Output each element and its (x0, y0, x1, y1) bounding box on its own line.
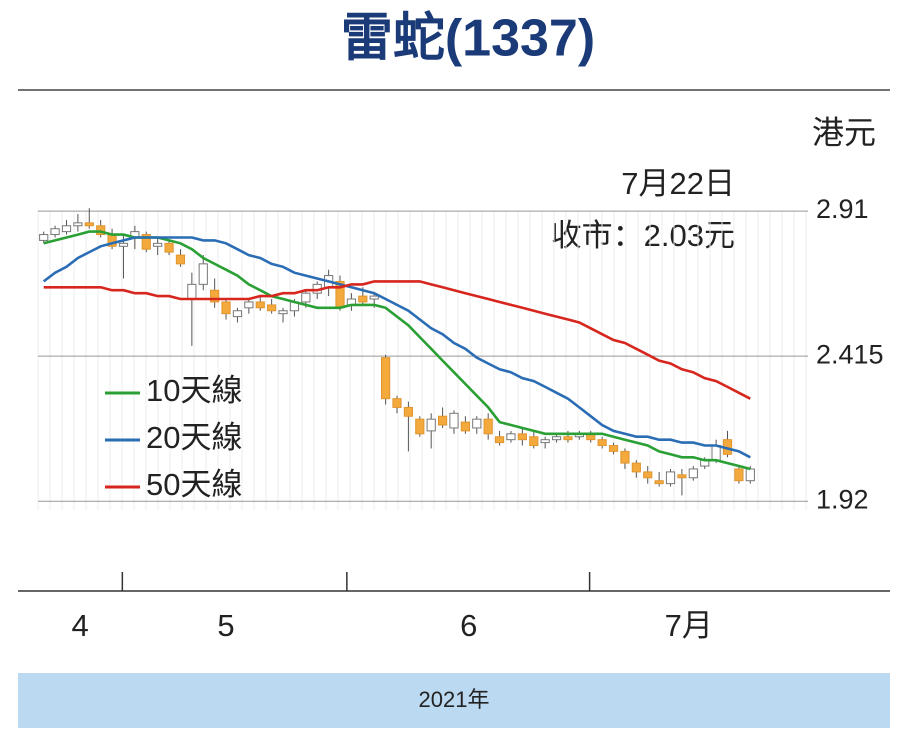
candle-body (175, 254, 186, 265)
candle-body (597, 439, 607, 447)
candle-body (301, 292, 311, 303)
candle-body (506, 433, 516, 441)
candle-body (688, 468, 698, 479)
candle-body (255, 301, 265, 309)
candle-body (221, 301, 231, 315)
candle-body (643, 471, 653, 479)
candle-body (529, 436, 539, 447)
candle-body (540, 439, 550, 444)
candle-body (631, 462, 641, 473)
legend-label: 50天線 (146, 467, 242, 502)
candle-body (734, 468, 744, 482)
x-tick-label: 6 (460, 608, 477, 643)
candle-body (711, 445, 721, 461)
legend-label: 20天線 (146, 420, 242, 455)
candle-body (50, 228, 60, 236)
annotation: 收市：2.03元 (551, 218, 735, 253)
candle-body (437, 415, 448, 426)
candle-body (494, 436, 505, 444)
ma-line (42, 236, 751, 459)
candle-body (118, 242, 129, 247)
candle-body (96, 225, 106, 236)
candle-body (460, 421, 470, 432)
candle-body (278, 310, 288, 315)
candle-body (608, 445, 619, 452)
candle-body (141, 234, 151, 250)
candle-body (563, 436, 573, 441)
candle-body (61, 225, 72, 233)
candle-body (620, 450, 630, 464)
x-tick-label: 7月 (665, 608, 713, 643)
candle-body (369, 295, 379, 300)
candle-body (73, 222, 83, 227)
ma-line (43, 280, 751, 400)
candle-body (654, 480, 664, 485)
candle-body (164, 242, 174, 253)
candle-body (198, 263, 208, 285)
candle-body (403, 406, 413, 417)
x-tick-label: 5 (217, 608, 234, 643)
candle-body (472, 418, 482, 429)
y-tick-label: 1.92 (816, 484, 869, 514)
x-tick-label: 4 (72, 608, 89, 643)
x-label: 2021年 (419, 687, 490, 712)
candle-body (358, 295, 368, 303)
candle-body (745, 468, 755, 482)
candle-body (39, 234, 49, 241)
candle-body (677, 474, 687, 479)
candle-body (84, 222, 94, 227)
candle-body (426, 418, 436, 432)
candle-body (187, 283, 197, 300)
y-tick-label: 2.415 (816, 339, 884, 369)
candle-body (551, 436, 562, 441)
candle-body (392, 398, 402, 408)
candle-body (415, 418, 425, 435)
x-label-band (18, 673, 890, 728)
candle-body (449, 412, 459, 429)
annotation: 7月22日 (621, 166, 735, 201)
y-tick-label: 2.91 (816, 194, 869, 224)
candle-body (517, 433, 527, 441)
candle-body (232, 310, 243, 318)
y-unit: 港元 (812, 114, 876, 150)
candle-body (210, 289, 220, 303)
candle-body (381, 357, 391, 400)
candle-body (244, 301, 254, 309)
candle-body (665, 471, 676, 485)
legend-label: 10天線 (146, 373, 242, 408)
candle-body (267, 304, 277, 312)
candle-body (153, 242, 163, 247)
chart-title: 雷蛇(1337) (341, 10, 595, 68)
candle-body (483, 418, 493, 435)
